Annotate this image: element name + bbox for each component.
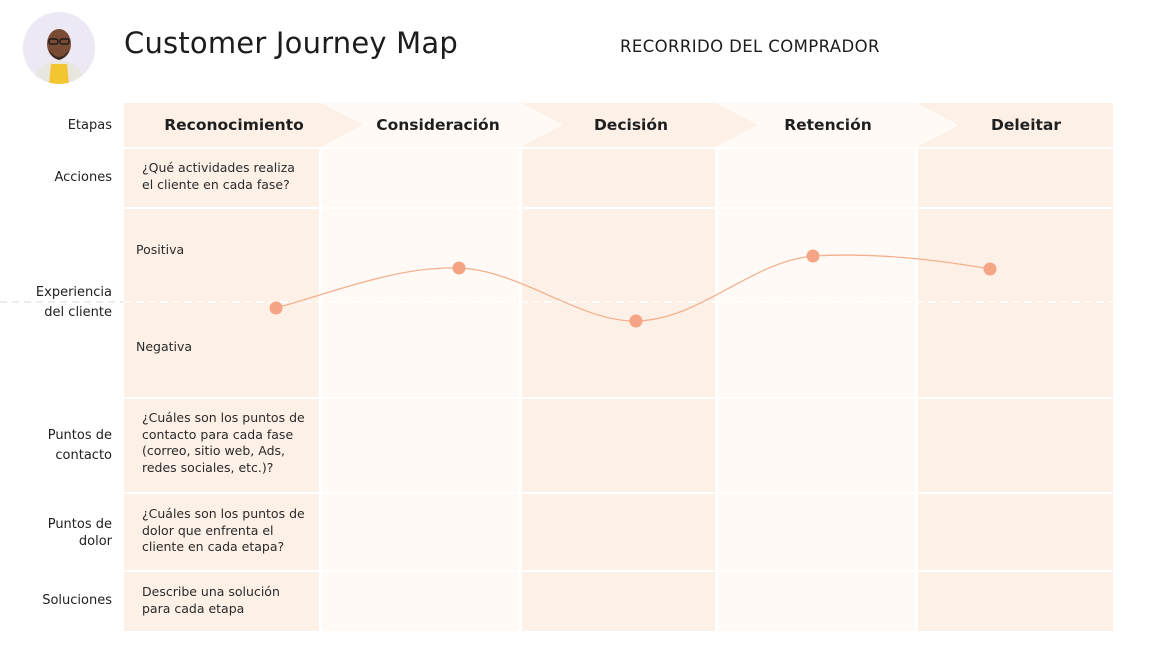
column-2-cells xyxy=(322,149,519,631)
row-label-experiencia-line1: Experiencia xyxy=(35,285,112,300)
experience-negative-label: Negativa xyxy=(136,339,193,354)
prompt-contacto-line: ¿Cuáles son los puntos de xyxy=(142,410,305,425)
row-label-puntos-dolor: Puntos de dolor xyxy=(7,514,112,550)
stage-chevron-3 xyxy=(521,103,758,147)
experience-point-decision xyxy=(629,314,643,328)
page-title: Customer Journey Map xyxy=(124,26,458,60)
column-3-cells xyxy=(522,149,715,631)
prompt-soluciones: Describe una solución para cada etapa xyxy=(142,584,314,617)
stage-chevron-5 xyxy=(917,103,1113,147)
page-subtitle: RECORRIDO DEL COMPRADOR xyxy=(620,37,880,56)
prompt-soluciones-line: para cada etapa xyxy=(142,600,245,616)
prompt-contacto-line: contacto para cada fase xyxy=(142,426,294,442)
row-label-etapas: Etapas xyxy=(7,116,112,136)
stage-label-retencion: Retención xyxy=(784,116,872,134)
row-label-experiencia: Experiencia del cliente xyxy=(7,283,112,323)
prompt-acciones-line: el cliente en cada fase? xyxy=(142,176,290,192)
prompt-contacto-line: redes sociales, etc.)? xyxy=(142,459,274,475)
row-label-acciones: Acciones xyxy=(7,168,112,188)
prompt-dolor-line: ¿Cuáles son los puntos de xyxy=(142,506,305,521)
prompt-puntos-contacto: ¿Cuáles son los puntos de contacto para … xyxy=(142,410,314,476)
row-label-soluciones-text: Soluciones xyxy=(42,593,112,608)
row-label-puntos-dolor-line1: Puntos de xyxy=(47,517,112,532)
prompt-acciones: ¿Qué actividades realiza el cliente en c… xyxy=(142,160,314,193)
row-label-experiencia-line2: del cliente xyxy=(44,305,112,320)
row-label-puntos-contacto-line1: Puntos de xyxy=(47,428,112,443)
experience-point-consideracion xyxy=(452,261,466,275)
stage-label-reconocimiento: Reconocimiento xyxy=(164,116,304,134)
prompt-soluciones-line: Describe una solución xyxy=(142,584,280,599)
row-label-puntos-contacto: Puntos de contacto xyxy=(7,426,112,466)
column-1-cells xyxy=(124,149,319,631)
column-5-cells xyxy=(918,149,1113,631)
row-label-etapas-text: Etapas xyxy=(67,118,112,133)
row-label-puntos-dolor-line2: dolor xyxy=(78,534,112,549)
stage-label-deleitar: Deleitar xyxy=(990,116,1062,134)
experience-point-deleitar xyxy=(983,262,997,276)
row-label-acciones-text: Acciones xyxy=(54,170,112,185)
prompt-dolor-line: dolor que enfrenta el xyxy=(142,522,274,538)
prompt-dolor-line: cliente en cada etapa? xyxy=(142,539,285,554)
column-4-cells xyxy=(718,149,915,631)
row-label-puntos-contacto-line2: contacto xyxy=(55,448,112,463)
experience-positive-label: Positiva xyxy=(136,242,185,257)
stage-chevron-1 xyxy=(124,103,363,147)
stage-chevron-2 xyxy=(321,103,563,147)
stage-label-decision: Decisión xyxy=(593,116,669,134)
experience-point-retencion xyxy=(806,249,820,263)
prompt-contacto-line: (correo, sitio web, Ads, xyxy=(142,443,285,458)
experience-point-reconocimiento xyxy=(269,301,283,315)
prompt-acciones-line: ¿Qué actividades realiza xyxy=(142,160,295,175)
avatar xyxy=(23,12,95,84)
prompt-puntos-dolor: ¿Cuáles son los puntos de dolor que enfr… xyxy=(142,506,314,556)
row-label-soluciones: Soluciones xyxy=(7,591,112,611)
stage-label-consideracion: Consideración xyxy=(376,116,500,134)
stage-chevron-4 xyxy=(716,103,959,147)
